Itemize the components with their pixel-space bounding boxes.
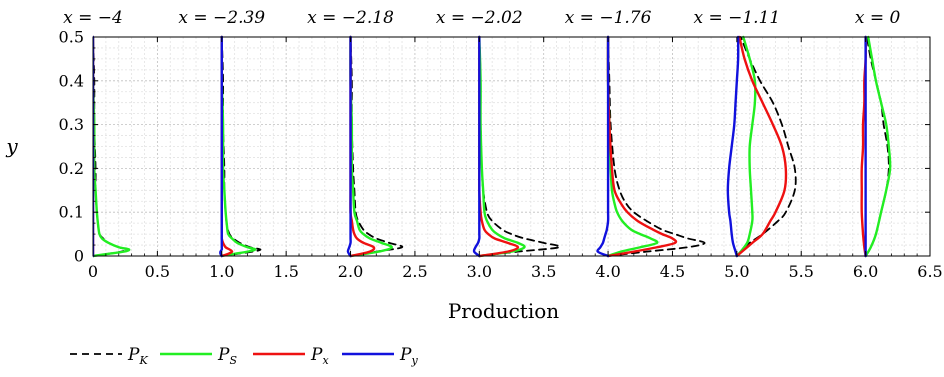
series-line-PS-station-1: [220, 35, 257, 258]
y-tick-label: 0.4: [59, 71, 84, 90]
x-tick-label: 0: [88, 262, 98, 281]
station-label: x = −4: [63, 8, 123, 28]
legend-label-PS: PS: [217, 345, 237, 367]
legend-label-subscript: S: [229, 354, 237, 367]
x-tick-label: 0.5: [145, 262, 170, 281]
series-line-Py-station-2: [346, 35, 352, 258]
legend: PK PS Px Py: [70, 345, 418, 367]
series-line-Py-station-4: [596, 35, 610, 258]
series-line-PS-station-6: [864, 35, 892, 258]
series-line-PS-station-3: [478, 35, 526, 258]
legend-label-subscript: x: [322, 354, 329, 367]
x-tick-label: 4.0: [595, 262, 620, 281]
x-tick-label: 3.0: [467, 262, 492, 281]
series-line-Py-station-1: [219, 35, 224, 258]
series-line-PK-station-5: [735, 36, 797, 257]
y-tick-label: 0.5: [59, 28, 84, 47]
y-tick-label: 0: [74, 247, 84, 266]
series-line-Px-station-5: [735, 35, 788, 258]
y-tick-label: 0.1: [59, 203, 84, 222]
data-layer: [93, 35, 892, 258]
legend-label-subscript: y: [410, 354, 418, 367]
x-axis-label: Production: [448, 299, 559, 323]
series-line-PS-station-0: [93, 35, 131, 258]
x-tick-label: 3.5: [531, 262, 556, 281]
series-line-Px-station-4: [606, 35, 678, 258]
series-line-PS-station-2: [349, 35, 393, 258]
axes-layer: [92, 36, 931, 257]
x-tick-label: 5.0: [724, 262, 749, 281]
series-line-Py-station-3: [472, 35, 481, 258]
station-label: x = −2.02: [436, 8, 523, 28]
grid-layer: [92, 36, 931, 257]
series-line-PS-station-5: [735, 35, 757, 258]
station-label: x = −1.76: [565, 8, 652, 28]
series-line-PK-station-4: [607, 36, 706, 257]
y-tick-label: 0.3: [59, 115, 84, 134]
x-tick-label: 1.0: [209, 262, 234, 281]
legend-label-PK: PK: [127, 345, 148, 367]
series-line-Py-station-5: [726, 35, 740, 258]
y-axis-label: y: [5, 134, 18, 158]
label-layer: 0 0.5 1.0 1.5 2.0 2.5 3.0 3.5 4.0 4.5 5.0 5.5 6.0 6.5…: [5, 8, 942, 323]
x-tick-label: 1.5: [273, 262, 298, 281]
x-tick-label: 4.5: [660, 262, 685, 281]
x-tick-label: 6.0: [853, 262, 878, 281]
x-tick-label: 6.5: [917, 262, 942, 281]
legend-label-Px: Px: [310, 345, 329, 367]
legend-label-subscript: K: [138, 354, 148, 367]
series-line-Px-station-6: [860, 35, 867, 258]
series-line-PK-station-3: [478, 36, 561, 257]
x-tick-label: 2.5: [402, 262, 427, 281]
station-label: x = −2.39: [178, 8, 265, 28]
station-label: x = 0: [855, 8, 901, 28]
legend-label-Py: Py: [399, 345, 418, 367]
station-label: x = −1.11: [693, 8, 780, 28]
x-tick-label: 2.0: [338, 262, 363, 281]
x-tick-label: 5.5: [789, 262, 814, 281]
y-tick-label: 0.2: [59, 159, 84, 178]
station-label: x = −2.18: [307, 8, 394, 28]
